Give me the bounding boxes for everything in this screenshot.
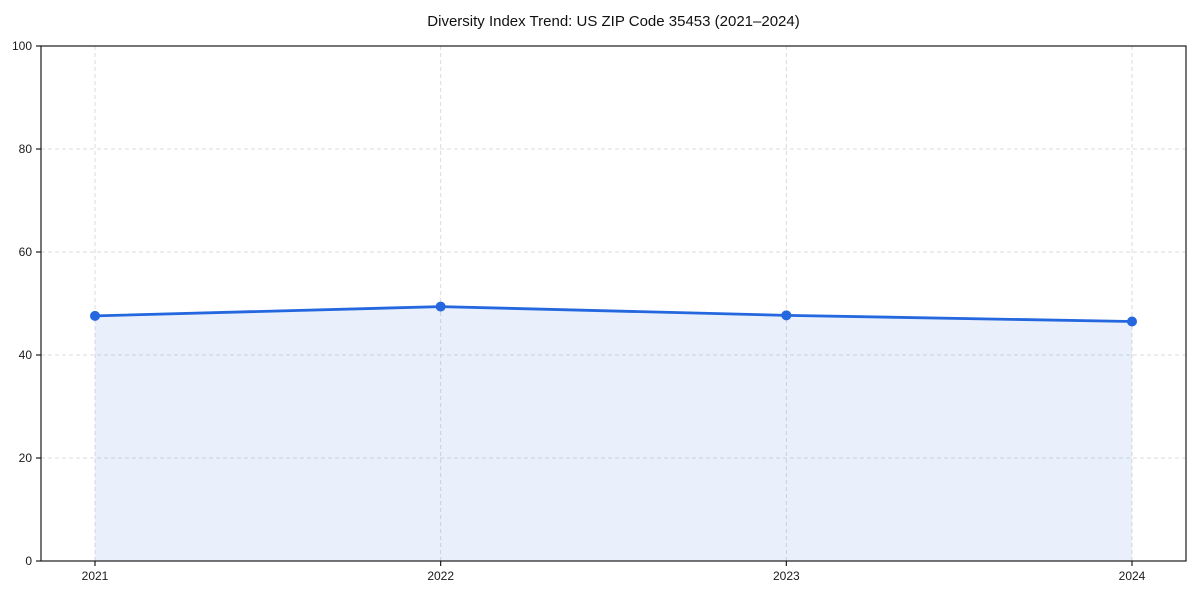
x-tick-label: 2021 <box>82 569 109 583</box>
data-point-2024 <box>1127 316 1137 327</box>
data-point-2023 <box>781 310 792 321</box>
x-tick-label: 2023 <box>773 569 800 583</box>
y-tick-label: 80 <box>19 142 33 156</box>
x-tick-label: 2024 <box>1119 569 1146 583</box>
data-point-2021 <box>90 310 100 321</box>
area-fill <box>95 306 1132 561</box>
data-point-2022 <box>435 301 446 312</box>
plot-border <box>40 45 1187 562</box>
x-tick-label: 2022 <box>427 569 454 583</box>
y-tick-label: 0 <box>25 554 32 568</box>
y-tick-label: 20 <box>19 451 33 465</box>
y-tick-label: 40 <box>19 348 33 362</box>
trend-line <box>93 305 1134 323</box>
chart-title: Diversity Index Trend: US ZIP Code 35453… <box>427 13 800 30</box>
y-tick-label: 100 <box>12 39 32 53</box>
y-tick-label: 60 <box>19 245 33 259</box>
